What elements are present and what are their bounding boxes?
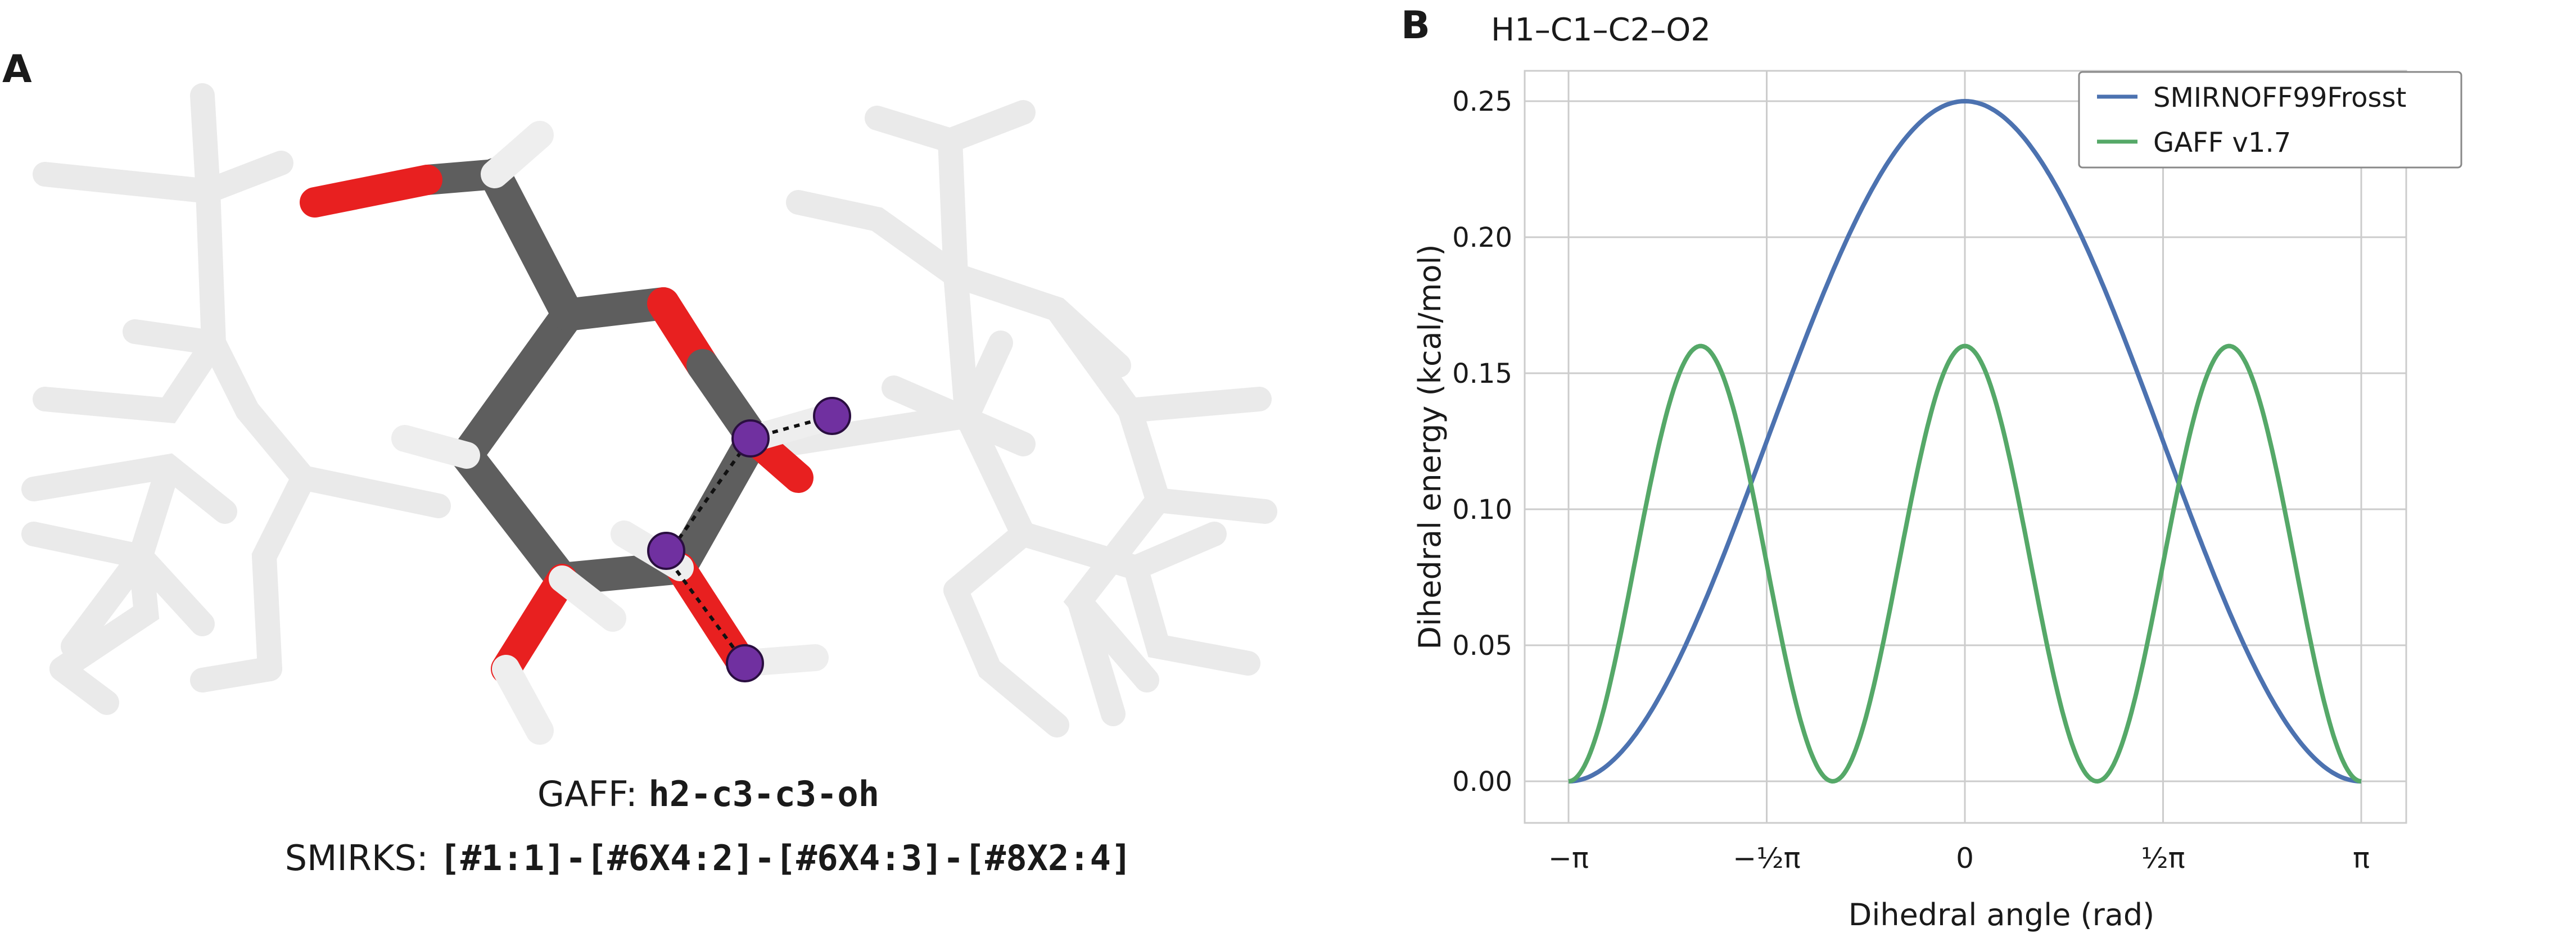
gaff-atom-types: h2-c3-c3-oh — [648, 773, 880, 814]
legend: SMIRNOFF99Frosst GAFF v1.7 — [2078, 71, 2462, 169]
series-line-1 — [1568, 343, 2362, 784]
tick-labels: 0.00 0.05 0.10 0.15 0.20 0.25 −π −½π 0 ½π π — [1452, 86, 2370, 875]
x-tick-label: −½π — [1733, 842, 1800, 875]
lipid-tails — [21, 83, 1277, 737]
gaff-caption: GAFF: h2-c3-c3-oh — [0, 773, 1417, 814]
dihedral-atoms — [647, 397, 851, 682]
dihedral-highlight — [664, 414, 833, 664]
molecule-rendering — [21, 83, 1277, 745]
x-tick-label: 0 — [1956, 842, 1974, 875]
legend-label-smirnoff: SMIRNOFF99Frosst — [2153, 82, 2406, 114]
chart-title: H1–C1–C2–O2 — [1491, 12, 1711, 48]
smirks-caption: SMIRKS: [#1:1]-[#6X4:2]-[#6X4:3]-[#8X2:4… — [0, 838, 1417, 879]
y-tick-label: 0.10 — [1452, 494, 1512, 526]
panel-b-label: B — [1401, 3, 1430, 48]
smirks-prefix: SMIRKS: — [284, 838, 440, 879]
y-tick-label: 0.15 — [1452, 358, 1512, 390]
legend-label-gaff: GAFF v1.7 — [2153, 127, 2291, 159]
panel-a-label: A — [2, 47, 32, 92]
y-tick-label: 0.00 — [1452, 766, 1512, 798]
legend-box — [2078, 71, 2462, 169]
y-tick-label: 0.25 — [1452, 86, 1512, 117]
series-lines — [1568, 99, 2362, 784]
x-tick-label: ½π — [2141, 842, 2185, 875]
y-tick-label: 0.20 — [1452, 222, 1512, 254]
x-tick-label: −π — [1548, 842, 1589, 875]
gaff-prefix: GAFF: — [537, 773, 649, 814]
series-line-0 — [1568, 99, 2362, 784]
dihedral-energy-chart: 0.00 0.05 0.10 0.15 0.20 0.25 −π −½π 0 ½π π H1–C1–… — [1412, 12, 2462, 933]
smirks-pattern: [#1:1]-[#6X4:2]-[#6X4:3]-[#8X2:4] — [439, 838, 1132, 879]
y-tick-label: 0.05 — [1452, 630, 1512, 662]
x-axis-label: Dihedral angle (rad) — [1849, 897, 2154, 933]
x-tick-label: π — [2353, 842, 2370, 875]
y-axis-label: Dihedral energy (kcal/mol) — [1412, 244, 1448, 649]
